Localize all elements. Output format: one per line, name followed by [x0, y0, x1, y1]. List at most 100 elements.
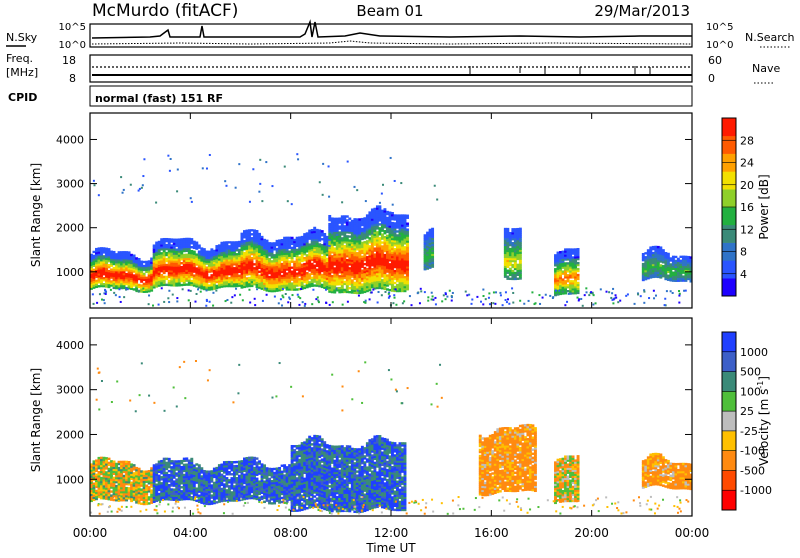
data-cell [378, 291, 380, 293]
data-cell [672, 272, 675, 274]
data-cell [328, 196, 330, 198]
data-cell [196, 293, 198, 295]
data-cell [608, 291, 610, 293]
data-cell [198, 250, 201, 252]
data-cell [150, 489, 153, 491]
data-cell [326, 258, 329, 260]
data-cell [291, 203, 293, 205]
data-cell [308, 243, 311, 245]
data-cell [346, 235, 349, 237]
data-cell [271, 260, 274, 262]
data-cell [143, 265, 146, 267]
data-cell [140, 284, 143, 286]
data-cell [406, 228, 409, 230]
data-cell [197, 288, 199, 290]
data-cell [672, 292, 674, 294]
data-cell [93, 460, 96, 462]
data-cell [160, 252, 163, 254]
data-cell [251, 237, 254, 239]
data-cell [564, 280, 567, 282]
data-cell [625, 295, 627, 297]
data-cell [313, 284, 316, 286]
data-cell [667, 275, 670, 277]
data-cell [343, 215, 346, 217]
data-cell [396, 214, 399, 216]
data-cell [431, 298, 433, 300]
data-cell [135, 467, 138, 469]
data-cell [120, 461, 123, 463]
data-cell [145, 277, 148, 279]
data-cell [535, 302, 537, 304]
data-cell [394, 282, 397, 284]
data-cell [158, 475, 161, 477]
data-cell [140, 261, 143, 263]
data-cell [420, 288, 422, 290]
data-cell [378, 227, 381, 229]
data-cell [341, 237, 344, 239]
data-cell [664, 298, 666, 300]
data-cell [98, 285, 101, 287]
data-cell [210, 248, 213, 250]
date-title: 29/Mar/2013 [594, 2, 690, 20]
data-cell [165, 252, 168, 254]
data-cell [215, 285, 218, 287]
data-cell [595, 302, 597, 304]
data-cell [562, 251, 565, 253]
noise-tick-top-left: 10^5 [59, 22, 86, 33]
data-cell [311, 277, 314, 279]
data-cell [427, 296, 429, 298]
data-cell [143, 471, 146, 473]
data-cell [552, 296, 554, 298]
data-cell [155, 463, 158, 465]
data-cell [163, 238, 166, 240]
data-cell [492, 302, 494, 304]
data-cell [371, 208, 374, 210]
data-cell [687, 256, 690, 258]
data-cell [610, 297, 612, 299]
data-cell [160, 274, 163, 276]
data-cell [667, 253, 670, 255]
data-cell [161, 287, 163, 289]
data-cell [208, 284, 211, 286]
data-cell [519, 300, 521, 302]
data-cell [108, 468, 111, 470]
data-cell [258, 275, 261, 277]
data-cell [142, 175, 144, 177]
data-cell [678, 295, 680, 297]
data-cell [281, 275, 284, 277]
data-cell [424, 291, 426, 293]
data-cell [328, 165, 330, 167]
data-cell [167, 155, 169, 157]
data-cell [165, 458, 168, 460]
data-cell [238, 241, 241, 243]
data-cell [233, 267, 236, 269]
data-cell [95, 490, 98, 492]
data-cell [182, 288, 184, 290]
data-cell [263, 239, 266, 241]
data-cell [180, 284, 183, 286]
power-colorbar-tick: 28 [740, 134, 754, 147]
data-cell [429, 229, 432, 231]
data-cell [381, 241, 384, 243]
data-cell [343, 245, 346, 247]
data-cell [381, 245, 384, 247]
data-cell [133, 464, 136, 466]
data-cell [195, 242, 198, 244]
data-cell [365, 200, 367, 202]
data-cell [273, 254, 276, 256]
data-cell [528, 300, 530, 302]
data-cell [268, 276, 271, 278]
data-cell [243, 240, 246, 242]
data-cell [482, 289, 484, 291]
data-cell [666, 290, 668, 292]
data-cell [158, 304, 160, 306]
data-cell [321, 244, 324, 246]
data-cell [368, 211, 371, 213]
data-cell [120, 176, 122, 178]
data-cell [158, 461, 161, 463]
data-cell [643, 302, 645, 304]
data-cell [213, 250, 216, 252]
data-cell [351, 220, 354, 222]
data-cell [564, 304, 566, 306]
